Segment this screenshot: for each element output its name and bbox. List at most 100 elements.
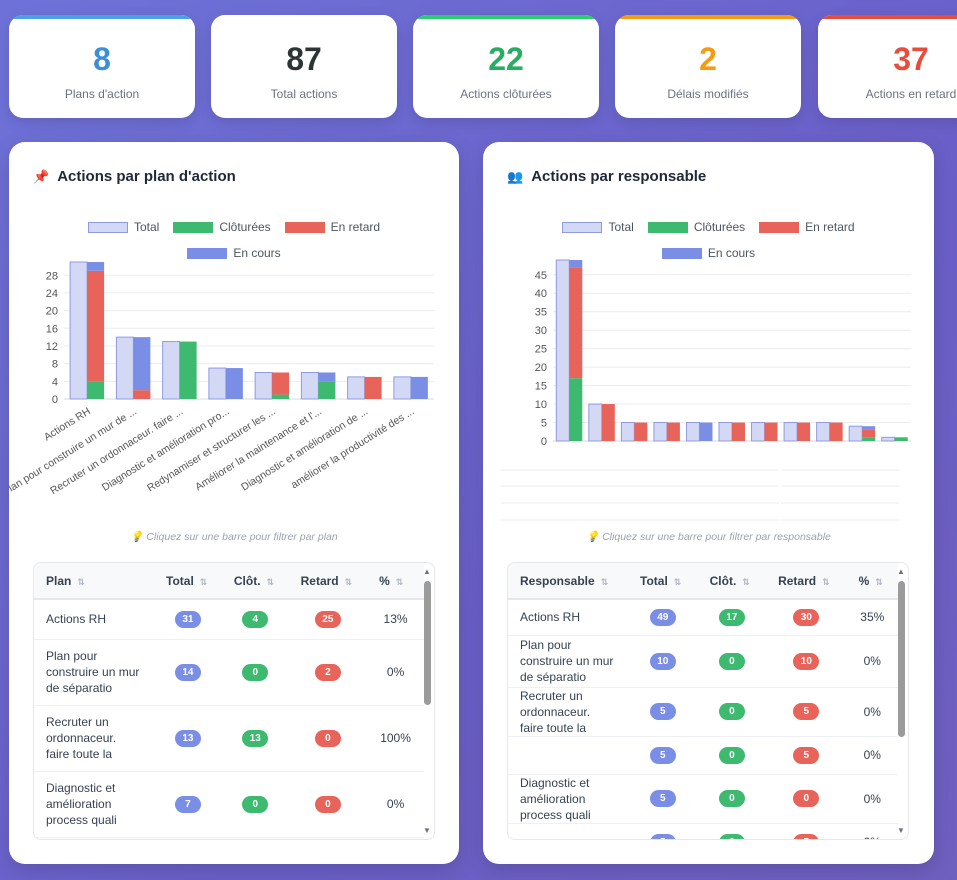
bar-late[interactable] <box>601 404 615 441</box>
bar-late[interactable] <box>764 422 778 441</box>
bar-total[interactable] <box>347 376 366 400</box>
resp-table-scrollbar[interactable]: ▲ ▼ <box>896 567 906 835</box>
scroll-thumb[interactable] <box>898 581 905 737</box>
total-badge: 5 <box>649 703 676 720</box>
col-pct[interactable]: % ⇅ <box>846 563 898 600</box>
bar-total[interactable] <box>393 376 412 400</box>
y-tick-label: 5 <box>541 418 547 430</box>
legend-item-total[interactable]: Total <box>87 220 159 234</box>
bar-late[interactable] <box>666 422 680 441</box>
bar-total[interactable] <box>620 422 635 442</box>
table-row[interactable]: Actions RH 31 4 25 13% <box>34 599 424 640</box>
bar-ongoing[interactable] <box>410 376 428 399</box>
bar-closed[interactable] <box>318 381 336 399</box>
bar-late[interactable] <box>732 422 745 441</box>
bar-late[interactable] <box>862 429 876 438</box>
col-plan[interactable]: Plan ⇅ <box>34 563 154 600</box>
resp-chart-legend: Total Clôturées En retard En cours <box>483 214 934 266</box>
bar-total[interactable] <box>300 371 319 400</box>
bar-total[interactable] <box>555 259 570 442</box>
bar-total[interactable] <box>685 422 700 442</box>
table-row[interactable]: Plan pour construire un mur de séparatio… <box>508 635 898 688</box>
col-closed[interactable]: Clôt. ⇅ <box>697 563 767 600</box>
legend-item-closed[interactable]: Clôturées <box>647 220 745 234</box>
late-badge: 25 <box>314 610 341 628</box>
resp-bar-chart[interactable]: 0 5 10 15 20 25 30 35 40 45 <box>483 252 934 532</box>
scroll-thumb[interactable] <box>424 581 431 705</box>
table-row[interactable]: Recruter un ordonnaceur. faire toute la 1… <box>34 705 424 772</box>
bar-late[interactable] <box>797 422 811 441</box>
late-actions-card[interactable]: 37 Actions en retard <box>818 15 957 118</box>
bar-closed[interactable] <box>569 378 583 441</box>
table-row[interactable]: Plan pour construire un mur de séparatio… <box>34 639 424 706</box>
total-actions-card[interactable]: 87 Total actions <box>211 15 397 118</box>
col-closed[interactable]: Clôt. ⇅ <box>221 563 289 600</box>
table-row[interactable]: 5 0 5 0% <box>508 823 898 839</box>
legend-item-total[interactable]: Total <box>562 220 634 234</box>
late-badge: 2 <box>314 663 341 681</box>
col-responsable[interactable]: Responsable ⇅ <box>508 563 628 600</box>
bar-ongoing[interactable] <box>569 260 583 268</box>
bar-closed[interactable] <box>862 437 876 441</box>
table-row[interactable]: Actions RH 49 17 30 35% <box>508 599 898 636</box>
legend-item-closed[interactable]: Clôturées <box>173 220 271 234</box>
bar-late[interactable] <box>133 390 151 399</box>
scroll-up-icon[interactable]: ▲ <box>897 567 905 576</box>
bar-closed[interactable] <box>272 394 290 399</box>
bar-late[interactable] <box>87 270 105 382</box>
legend-item-late[interactable]: En retard <box>284 220 380 234</box>
bar-total[interactable] <box>588 403 603 442</box>
bar-late[interactable] <box>829 422 843 441</box>
bar-ongoing[interactable] <box>862 426 876 430</box>
bar-closed[interactable] <box>179 341 197 399</box>
closed-actions-card[interactable]: 22 Actions clôturées <box>413 15 599 118</box>
row-name <box>508 736 628 775</box>
bar-total[interactable] <box>254 371 273 400</box>
closed-badge: 0 <box>718 652 745 670</box>
plans-count-card[interactable]: 8 Plans d'action <box>9 15 195 118</box>
col-total[interactable]: Total ⇅ <box>628 563 698 600</box>
people-icon: 👥 <box>507 168 524 184</box>
bar-late[interactable] <box>272 372 290 395</box>
bar-ongoing[interactable] <box>318 372 336 382</box>
scroll-down-icon[interactable]: ▼ <box>423 826 431 835</box>
bar-closed[interactable] <box>894 437 908 441</box>
table-row[interactable]: Recruter un ordonnaceur. faire toute la 5… <box>508 687 898 737</box>
bar-ongoing[interactable] <box>133 337 151 391</box>
bar-ongoing[interactable] <box>699 422 713 441</box>
col-late[interactable]: Retard ⇅ <box>288 563 368 600</box>
late-badge: 0 <box>793 790 820 807</box>
bar-closed[interactable] <box>87 381 105 399</box>
table-row[interactable]: Diagnostic et amélioration process quali… <box>508 774 898 824</box>
bar-total[interactable] <box>718 422 733 442</box>
bar-total[interactable] <box>69 261 88 400</box>
legend-item-ongoing[interactable]: En cours <box>187 246 281 260</box>
modified-deadlines-card[interactable]: 2 Délais modifiés <box>615 15 801 118</box>
bar-total[interactable] <box>208 367 227 400</box>
bar-total[interactable] <box>881 436 896 442</box>
scroll-up-icon[interactable]: ▲ <box>423 567 431 576</box>
bar-ongoing[interactable] <box>87 262 105 271</box>
bar-total[interactable] <box>115 336 134 400</box>
bar-late[interactable] <box>364 376 382 399</box>
bar-total[interactable] <box>848 425 863 442</box>
bar-late[interactable] <box>634 422 648 441</box>
row-name: Actions RH <box>34 599 154 640</box>
bar-total[interactable] <box>751 422 766 442</box>
table-row[interactable]: Diagnostic et amélioration process quali… <box>34 771 424 838</box>
scroll-down-icon[interactable]: ▼ <box>897 826 905 835</box>
table-row[interactable]: 5 0 5 0% <box>508 736 898 775</box>
bar-total[interactable] <box>783 422 798 442</box>
col-late[interactable]: Retard ⇅ <box>766 563 847 600</box>
bar-total[interactable] <box>816 422 831 442</box>
col-total[interactable]: Total ⇅ <box>154 563 222 600</box>
bar-total[interactable] <box>653 422 668 442</box>
col-pct[interactable]: % ⇅ <box>367 563 424 600</box>
legend-item-late[interactable]: En retard <box>759 220 855 234</box>
bar-ongoing[interactable] <box>225 368 243 399</box>
bar-total[interactable] <box>162 341 181 400</box>
legend-item-ongoing[interactable]: En cours <box>661 246 755 260</box>
bar-late[interactable] <box>569 267 583 379</box>
plan-table-scrollbar[interactable]: ▲ ▼ <box>422 567 432 835</box>
